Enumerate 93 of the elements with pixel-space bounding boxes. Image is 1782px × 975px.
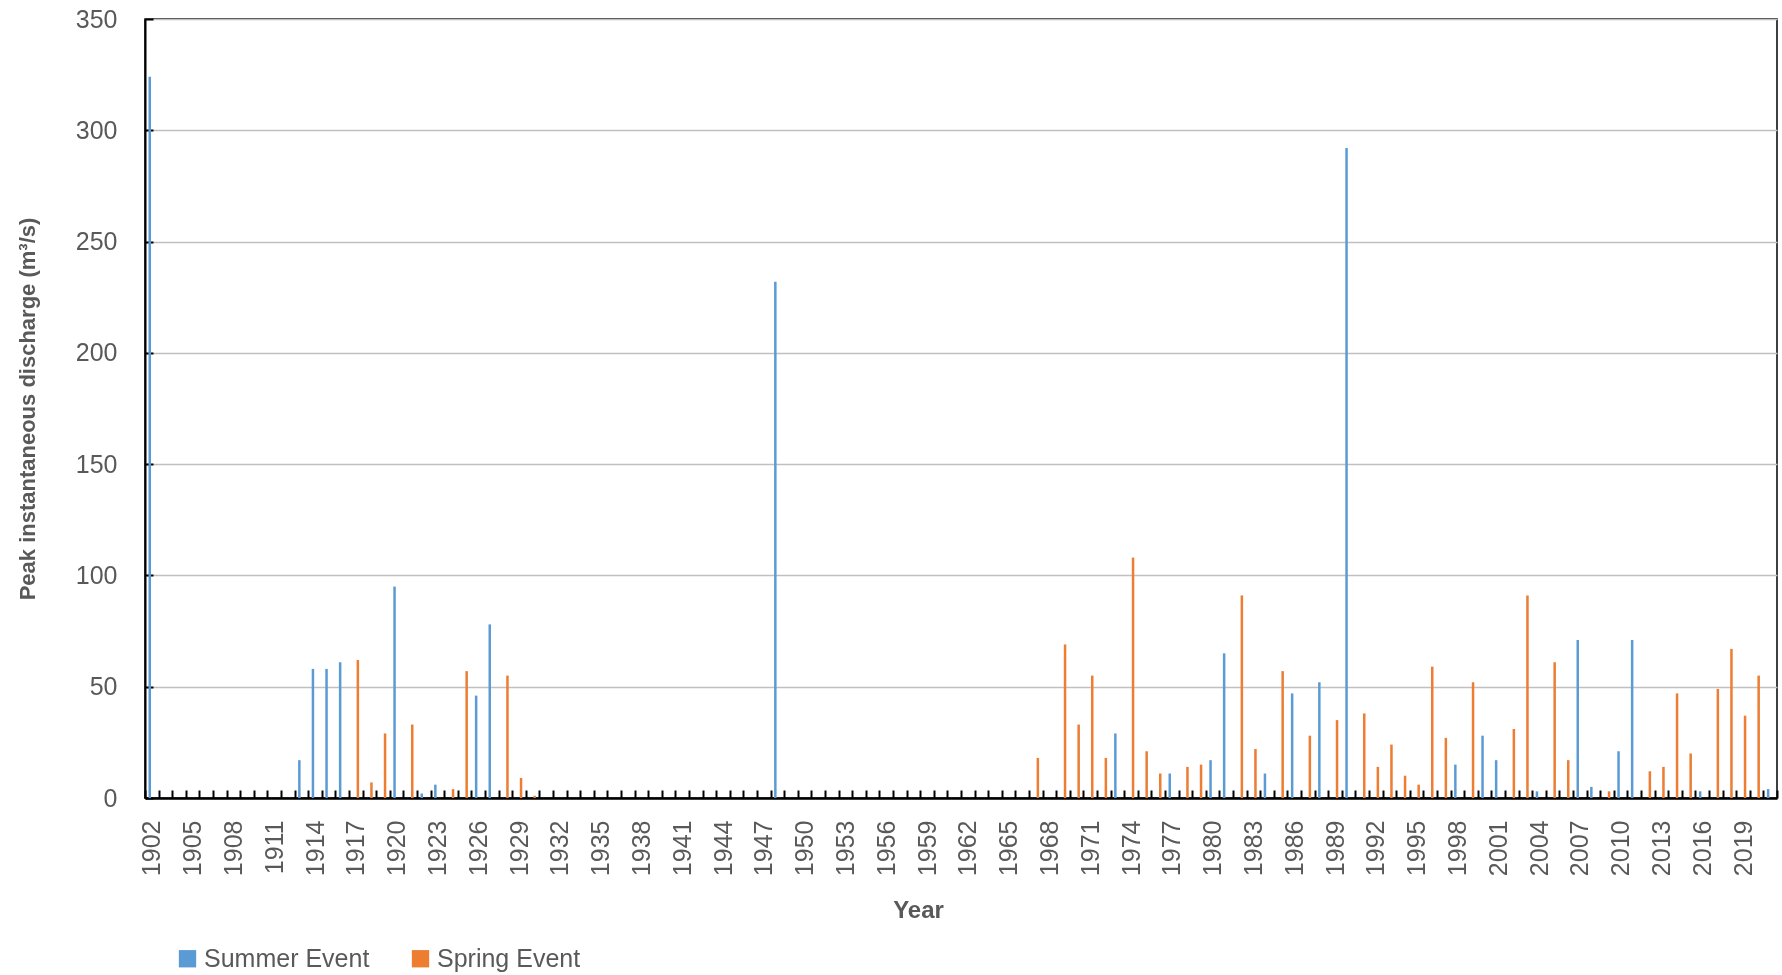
x-tick-label: 1965 [994,820,1023,877]
bar [1431,666,1434,798]
x-tick-label: 1968 [1034,820,1063,877]
x-tick-label: 1917 [341,820,370,877]
x-tick-label: 1932 [545,820,574,877]
x-tick-label: 1914 [300,820,329,877]
x-tick-label: 1962 [953,820,982,877]
bar [411,724,414,798]
y-axis-title: Peak instantaneous discharge (m³/s) [14,217,40,601]
x-tick-label: 1929 [504,820,533,877]
bar [1186,766,1189,798]
bar [1454,764,1457,798]
bar [1590,786,1593,798]
bar [1390,744,1393,798]
bar [1730,648,1733,798]
bar [1168,773,1171,798]
x-tick-label: 1950 [790,820,819,877]
x-tick-label: 1947 [749,820,778,877]
y-tick-label: 50 [89,672,118,701]
y-tick-label: 100 [75,560,118,589]
bar [1254,749,1257,798]
bar [1345,148,1348,798]
y-tick-label: 300 [75,115,118,144]
x-tick-label: 1974 [1116,820,1145,877]
bar [1209,760,1212,798]
bar [1417,784,1420,798]
bar [1114,733,1117,798]
bar [1318,682,1321,798]
bar [148,76,151,798]
x-tick-label: 1977 [1157,820,1186,877]
x-tick-label: 1941 [667,820,696,877]
bar [434,784,437,798]
x-tick-label: 1953 [830,820,859,877]
x-tick-label: 1911 [259,820,288,875]
bar [393,586,396,798]
bar [488,624,491,798]
y-tick-label: 250 [75,227,118,256]
x-tick-label: 1992 [1361,820,1390,877]
bar [1363,713,1366,798]
x-axis-title: Year [893,895,944,923]
bar [1553,662,1556,798]
bar [1481,735,1484,798]
bar [325,668,328,798]
x-tick-label: 1959 [912,820,941,877]
x-tick-label: 2010 [1606,820,1635,877]
x-tick-label: 1989 [1320,820,1349,877]
bar [1526,595,1529,798]
x-tick-label: 1905 [178,820,207,877]
x-tick-label: 1998 [1442,820,1471,877]
bar [1281,671,1284,798]
x-tick-label: 1902 [137,820,166,877]
x-tick-label: 2001 [1483,820,1512,877]
x-tick-label: 2007 [1565,820,1594,877]
x-tick-label: 1956 [871,820,900,877]
bar [1077,724,1080,798]
bar [774,281,777,798]
x-tick-label: 1926 [463,820,492,877]
bar [420,793,423,798]
x-tick-label: 1986 [1279,820,1308,877]
x-tick-label: 1971 [1075,820,1104,877]
bar [370,782,373,798]
x-tick-label: 1923 [422,820,451,877]
y-tick-label: 0 [103,783,118,812]
bar [1567,760,1570,798]
bar [298,760,301,798]
bar [1757,675,1760,798]
x-tick-label: 1995 [1402,820,1431,877]
x-tick-label: 2019 [1728,820,1757,877]
legend-label: Summer Event [204,943,370,972]
x-tick-label: 2016 [1687,820,1716,877]
bar [506,675,509,798]
bar [1689,753,1692,798]
bar [533,795,536,798]
y-tick-label: 200 [75,338,118,367]
y-tick-label: 350 [75,4,118,33]
x-tick-label: 1908 [218,820,247,877]
x-tick-label: 2004 [1524,820,1553,877]
x-tick-label: 1944 [708,820,737,877]
bar [1145,751,1148,798]
x-tick-label: 1983 [1238,820,1267,877]
x-tick-label: 1980 [1198,820,1227,877]
bar [1091,675,1094,798]
bar [1662,766,1665,798]
bar [1576,639,1579,798]
x-tick-label: 1935 [586,820,615,877]
y-tick-label: 150 [75,449,118,478]
x-tick-label: 1920 [382,820,411,877]
x-tick-label: 1938 [626,820,655,877]
bar [1159,773,1162,798]
bar [1617,751,1620,798]
bar [465,671,468,798]
x-tick-label: 2013 [1646,820,1675,877]
legend-label: Spring Event [437,943,581,972]
